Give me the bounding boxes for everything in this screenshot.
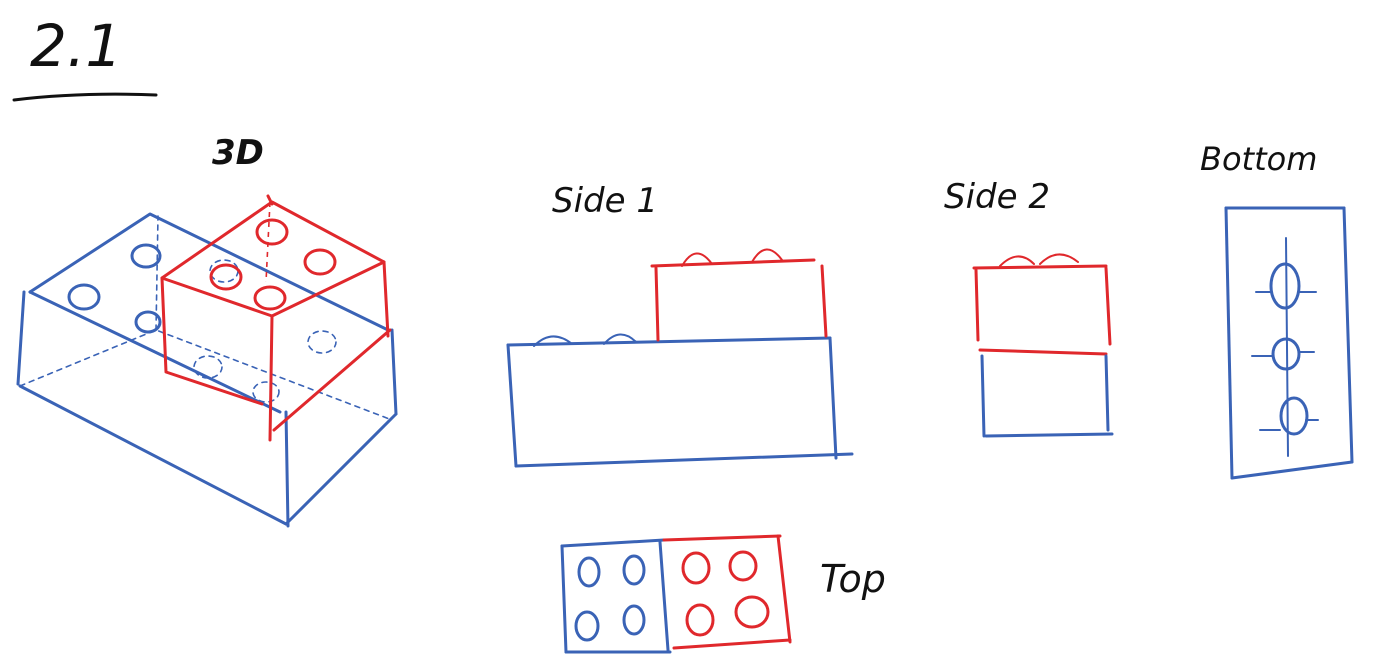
bottom-view: [1224, 206, 1354, 480]
top-red-stud: [728, 550, 758, 582]
iso-top-stud: [209, 263, 243, 291]
label-bottom: Bottom: [1200, 140, 1317, 178]
side1-base-top: [506, 336, 832, 347]
top-red-stud: [734, 595, 770, 629]
iso-top-stud: [253, 285, 287, 311]
iso-top-brick: [160, 194, 392, 442]
section-number: 2.1: [30, 12, 122, 80]
top-blue-stud: [622, 604, 646, 636]
top-blue-stud: [577, 556, 601, 588]
iso-top-stud: [255, 218, 289, 246]
label-top: Top: [820, 557, 886, 601]
iso-top-stud: [303, 248, 337, 276]
iso-base-stud: [134, 310, 162, 334]
top-blue-stud: [574, 610, 600, 642]
side2-view: [972, 253, 1114, 438]
bottom-tube: [1269, 262, 1301, 310]
top-view: [560, 534, 792, 654]
iso-base-brick: [16, 212, 398, 528]
label-side2: Side 2: [944, 177, 1050, 217]
top-red-stud: [685, 603, 715, 637]
iso-view: [16, 194, 398, 528]
label-3d: 3D: [212, 133, 264, 173]
top-red-stud: [681, 551, 711, 585]
heading-underline: [12, 92, 158, 102]
side1-view: [506, 248, 854, 468]
top-blue-stud: [622, 554, 646, 586]
bottom-tube: [1271, 337, 1301, 371]
iso-base-stud: [130, 243, 162, 269]
iso-base-stud: [67, 283, 101, 311]
label-side1: Side 1: [552, 181, 658, 221]
bottom-tube: [1279, 396, 1309, 436]
